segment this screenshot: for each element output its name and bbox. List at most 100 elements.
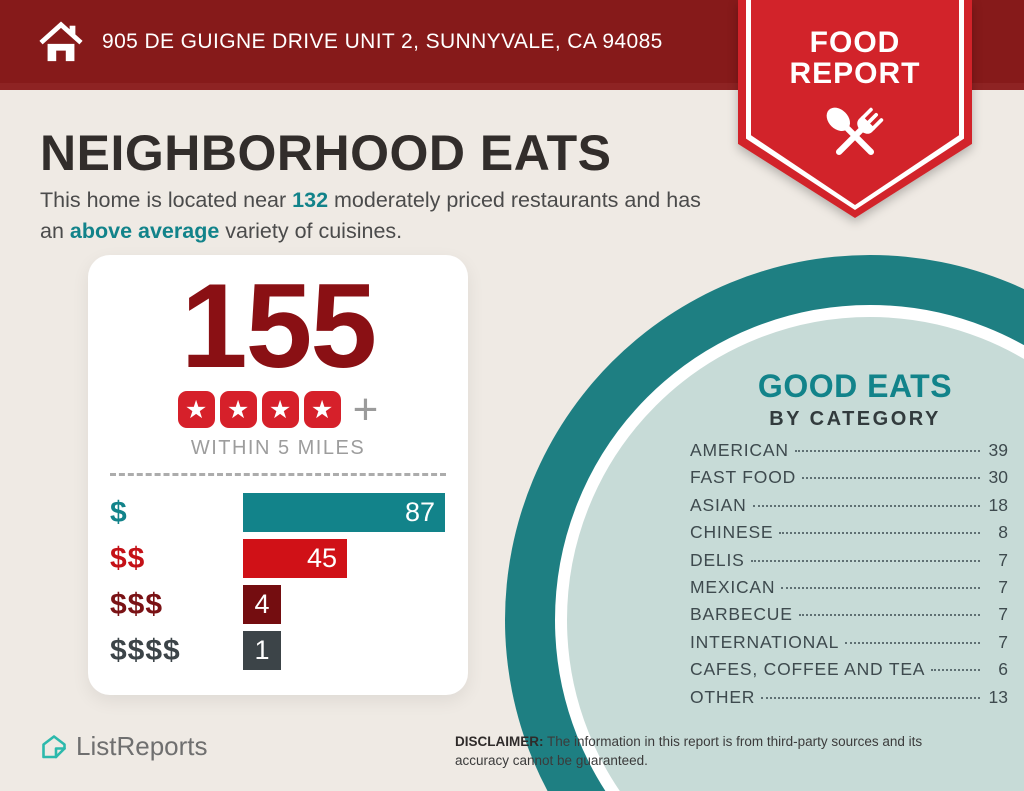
star-icon: ★ [219,391,257,428]
radius-caption: WITHIN 5 MILES [190,437,366,459]
disclaimer: DISCLAIMER: The information in this repo… [455,733,970,771]
good-eats-header: GOOD EATS BY CATEGORY [690,368,1020,431]
disclaimer-label: DISCLAIMER: [455,734,544,749]
dashed-divider [110,473,446,476]
bar-value: 1 [254,635,270,665]
price-tier-label: $$ [110,541,146,575]
property-address: 905 DE GUIGNE DRIVE UNIT 2, SUNNYVALE, C… [102,29,663,53]
dotted-leader [845,641,980,644]
star-glyph: ★ [310,395,334,424]
star-icon: ★ [261,391,299,428]
star-glyph: ★ [226,395,250,424]
bar-track: 4 [243,585,446,624]
good-eats-circle-ring [505,255,1024,791]
category-label: AMERICAN [690,440,789,460]
bar-row: $87 [110,493,446,532]
page-title: NEIGHBORHOOD EATS [40,125,612,181]
category-value: 39 [988,440,1008,460]
category-row: AMERICAN 39 [690,440,1008,467]
ribbon-content: FOOD REPORT [738,0,972,218]
dotted-leader [750,559,980,562]
category-row: CHINESE 8 [690,522,1008,549]
ribbon-title-line1: FOOD [809,26,901,59]
category-label: CHINESE [690,522,774,543]
price-tier-label: $$$ [110,587,164,621]
bar: 45 [243,539,347,578]
category-value: 30 [988,467,1008,488]
category-value: 18 [988,494,1008,515]
good-eats-subtitle: BY CATEGORY [769,408,941,430]
category-list: AMERICAN 39 FAST FOOD 30 ASIAN 18 CHINESE 8 DELI… [690,440,1008,714]
category-value: 7 [998,576,1008,597]
category-value: 7 [998,631,1008,652]
dotted-leader [781,586,980,589]
dotted-leader [779,532,980,535]
bar-value: 4 [254,589,270,619]
category-row: FAST FOOD 30 [690,467,1008,494]
listreports-logo: ListReports [40,731,208,762]
listreports-logo-text: ListReports [76,731,208,761]
restaurant-summary-card: 155 ★ ★ ★ ★ + WITHIN 5 MILES $87 $$ 45 $$$ 4 $$$$… [88,255,468,695]
category-row: BARBECUE 7 [690,604,1008,631]
category-value: 7 [998,549,1008,570]
good-eats-title: GOOD EATS [757,368,953,404]
crossed-spoon-fork-icon [826,107,884,156]
bar-row: $$$ 4 [110,585,446,624]
home-icon [39,21,83,61]
category-row: MEXICAN 7 [690,577,1008,604]
star-icon: ★ [177,391,215,428]
bar: 4 [243,585,281,624]
category-row: ASIAN 18 [690,495,1008,522]
dotted-leader [761,696,980,699]
dotted-leader [794,450,980,452]
bar-row: $$$$ 1 [110,631,446,670]
variety-highlight: above average [69,218,220,243]
stars-row: ★ ★ ★ ★ + [110,387,446,431]
category-row: DELIS 7 [690,550,1008,577]
star-glyph: ★ [268,395,292,424]
price-tier-label: $$$$ [110,633,181,667]
bar-track: 45 [243,539,446,578]
food-report-ribbon: FOOD REPORT [738,0,972,218]
intro-part1: This home is located near [40,188,293,212]
category-row: OTHER 13 [690,687,1008,714]
category-row: INTERNATIONAL 7 [690,632,1008,659]
intro-part2: moderately priced restaurants and has an [40,188,701,243]
price-tier-label: $ [110,495,128,529]
bar-track: 87 [243,493,446,532]
bar: 87 [243,493,445,532]
star-icon: ★ [303,391,341,428]
ribbon-title-line2: REPORT [789,56,921,90]
category-value: 13 [988,686,1008,707]
category-label: FAST FOOD [690,467,797,488]
category-label: OTHER [690,686,756,707]
category-value: 8 [998,522,1008,543]
bar-track: 1 [243,631,446,670]
category-label: ASIAN [690,494,747,515]
star-glyph: ★ [184,395,208,424]
category-row: CAFES, COFFEE AND TEA 6 [690,659,1008,686]
plus-icon: + [352,384,379,434]
bar-value: 45 [306,543,337,573]
category-label: CAFES, COFFEE AND TEA [690,659,926,680]
dotted-leader [931,669,980,672]
intro-part3: variety of cuisines. [219,218,403,243]
price-bars: $87 $$ 45 $$$ 4 $$$$ 1 [110,493,446,670]
category-label: MEXICAN [690,576,776,597]
intro-sentence: This home is located near 132 moderately… [40,185,730,246]
category-value: 7 [998,604,1008,625]
dotted-leader [752,504,980,507]
total-restaurants-number: 155 [180,259,377,393]
category-label: DELIS [690,549,745,570]
category-label: BARBECUE [690,604,793,625]
dotted-leader [798,614,980,617]
listreports-logo-icon [42,734,66,758]
bar: 1 [243,631,281,670]
category-value: 6 [998,659,1008,680]
bar-value: 87 [404,497,435,527]
dotted-leader [802,477,980,480]
category-label: INTERNATIONAL [690,631,840,652]
restaurant-count: 132 [292,188,329,212]
bar-row: $$ 45 [110,539,446,578]
